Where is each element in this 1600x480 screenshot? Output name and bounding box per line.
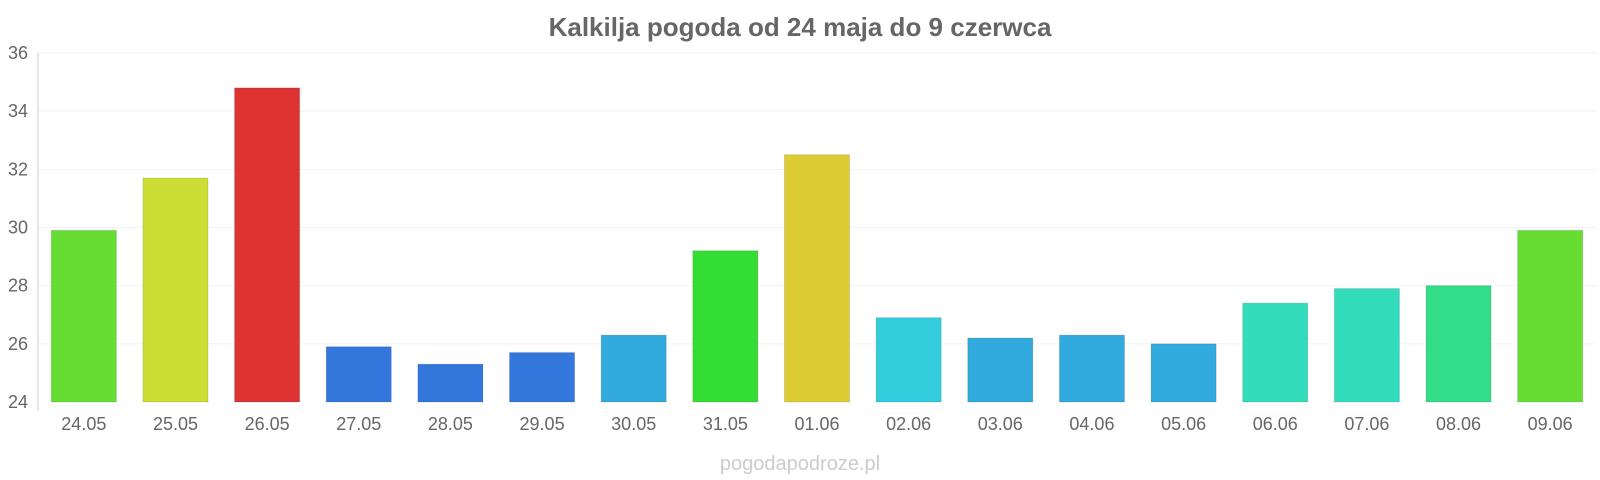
- y-tick-label: 24: [8, 392, 28, 412]
- bar-30.05: [600, 334, 667, 403]
- x-tick-label: 29.05: [520, 414, 565, 434]
- x-tick-label: 24.05: [61, 414, 106, 434]
- bar-09.06: [1517, 229, 1584, 403]
- x-tick-label: 05.06: [1161, 414, 1206, 434]
- bar-31.05: [692, 250, 759, 403]
- x-tick-label: 09.06: [1528, 414, 1573, 434]
- bar-28.05: [417, 363, 484, 403]
- bar-07.06: [1333, 288, 1400, 403]
- x-axis-ticks: 24.05 25.05 26.05 27.05 28.05 29.05 30.05 31.05…: [61, 414, 1572, 434]
- y-tick-label: 26: [8, 334, 28, 354]
- bar-03.06: [967, 337, 1034, 403]
- x-tick-label: 27.05: [336, 414, 381, 434]
- bar-02.06: [875, 317, 942, 403]
- bar-26.05: [234, 87, 301, 403]
- x-tick-label: 01.06: [794, 414, 839, 434]
- y-tick-label: 34: [8, 101, 28, 121]
- x-tick-label: 26.05: [245, 414, 290, 434]
- y-tick-label: 36: [8, 43, 28, 63]
- bar-08.06: [1425, 285, 1492, 403]
- x-tick-label: 03.06: [978, 414, 1023, 434]
- x-tick-label: 07.06: [1344, 414, 1389, 434]
- x-tick-label: 04.06: [1069, 414, 1114, 434]
- bar-25.05: [142, 177, 209, 403]
- bar-05.06: [1150, 343, 1217, 403]
- x-tick-label: 02.06: [886, 414, 931, 434]
- y-tick-label: 30: [8, 218, 28, 238]
- x-tick-label: 06.06: [1253, 414, 1298, 434]
- bar-27.05: [325, 346, 392, 403]
- y-axis-ticks: 24 26 28 30 32 34 36: [8, 43, 28, 412]
- x-tick-label: 31.05: [703, 414, 748, 434]
- y-tick-label: 28: [8, 276, 28, 296]
- x-tick-label: 25.05: [153, 414, 198, 434]
- bar-29.05: [509, 352, 576, 403]
- y-tick-label: 32: [8, 159, 28, 179]
- x-tick-label: 30.05: [611, 414, 656, 434]
- bar-04.06: [1058, 334, 1125, 403]
- x-tick-label: 28.05: [428, 414, 473, 434]
- chart-title: Kalkilja pogoda od 24 maja do 9 czerwca: [549, 12, 1052, 42]
- watermark: pogodapodroze.pl: [720, 453, 880, 475]
- bar-24.05: [50, 229, 117, 403]
- x-tick-label: 08.06: [1436, 414, 1481, 434]
- bars: [50, 87, 1584, 403]
- bar-06.06: [1242, 302, 1309, 403]
- bar-01.06: [783, 154, 851, 403]
